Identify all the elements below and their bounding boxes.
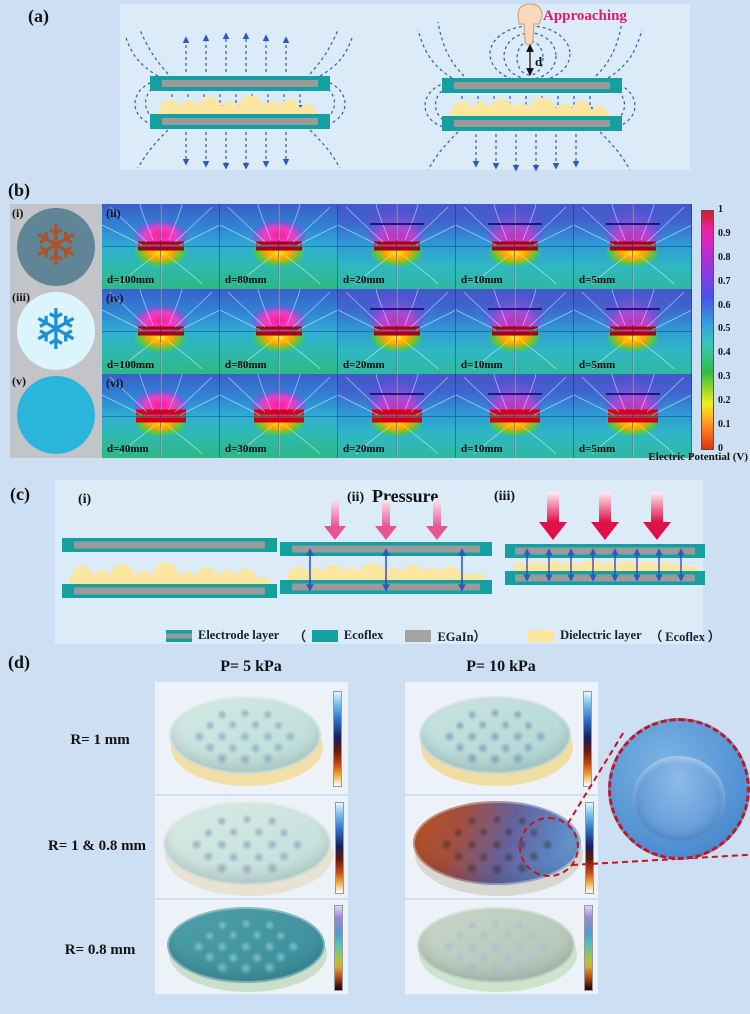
legend-electrode-label: Electrode layer xyxy=(198,628,280,642)
top-egain-bar xyxy=(515,547,695,555)
approaching-label: Approaching xyxy=(543,8,627,24)
top-egain-bar xyxy=(162,80,318,87)
legend-open-paren: （ xyxy=(293,630,306,644)
sensor-uncompressed-diagram xyxy=(62,538,277,598)
icon-tag-iii: (iii) xyxy=(12,290,30,304)
simulation-cell: (vi) d=40mm xyxy=(102,374,220,458)
simulation-row-ii: (ii) d=100mm d=80mm d=20mm d=10mm d=5mm xyxy=(102,204,692,289)
sensor-high-pressure-diagram xyxy=(505,492,705,585)
field-arrows xyxy=(306,548,466,592)
warm-snowflake-icon: ❄ xyxy=(17,208,95,286)
panel-d-label: (d) xyxy=(8,652,30,672)
simulation-cell: d=10mm xyxy=(456,204,574,289)
simulation-cell: d=5mm xyxy=(574,374,692,458)
stage-iii-tag: (iii) xyxy=(494,489,515,504)
row-label-r08: R= 0.8 mm xyxy=(64,942,136,958)
sensor-field-diagram-approaching: d xyxy=(417,3,643,172)
simulation-3d-r1-5kpa xyxy=(155,682,348,794)
mini-colorbar xyxy=(583,691,592,787)
simulation-cell: (ii) d=100mm xyxy=(102,204,220,289)
simulation-cell: d=5mm xyxy=(574,204,692,289)
pressure-arrows-high xyxy=(539,492,671,540)
simulation-3d-r1-08-5kpa xyxy=(155,796,348,898)
sensor-medium-pressure-diagram xyxy=(280,500,492,594)
finger-icon xyxy=(517,3,543,46)
row-label-r1-08: R= 1 & 0.8 mm xyxy=(47,838,147,854)
simulation-cell: d=20mm xyxy=(338,374,456,458)
simulation-cell: d=80mm xyxy=(220,289,338,374)
field-arrows xyxy=(523,548,685,582)
simulation-cell: d=30mm xyxy=(220,374,338,458)
legend-dielectric-label: Dielectric layer xyxy=(560,628,642,642)
egain-swatch xyxy=(405,629,432,642)
bottom-egain-bar xyxy=(74,587,265,595)
simulation-cell: d=10mm xyxy=(456,374,574,458)
zoom-inset-dome xyxy=(608,718,750,860)
zoom-source-circle xyxy=(519,817,579,877)
panel-b-icon-strip: (i) ❄ (iii) ❄ (v) xyxy=(10,204,102,458)
panel-c-label: (c) xyxy=(10,484,30,504)
simulation-3d-r08-5kpa xyxy=(155,900,348,994)
simulation-cell: d=10mm xyxy=(456,289,574,374)
column-header-10kpa: P= 10 kPa xyxy=(466,658,536,675)
sensor-field-diagram-idle xyxy=(125,29,353,170)
electrode-layer-swatch xyxy=(166,629,192,642)
simulation-cell: d=80mm xyxy=(220,204,338,289)
bottom-egain-bar xyxy=(454,120,610,127)
dielectric-swatch xyxy=(528,629,555,642)
legend-egain-label: EGaIn） xyxy=(437,630,487,644)
icon-tag-i: (i) xyxy=(12,206,24,220)
panel-a-label: (a) xyxy=(28,6,49,26)
stage-ii-tag: (ii) xyxy=(347,490,365,505)
dielectric-layer xyxy=(158,95,318,114)
simulation-cell: d=20mm xyxy=(338,204,456,289)
ecoflex-swatch xyxy=(311,629,338,642)
layer-legend: Electrode layer （ Ecoflex EGaIn） Dielect… xyxy=(160,626,720,645)
panel-b-label: (b) xyxy=(8,180,30,200)
simulation-3d-r1-10kpa xyxy=(405,682,598,794)
pressure-arrows-medium xyxy=(324,500,448,540)
row-label-r1: R= 1 mm xyxy=(70,732,130,748)
top-egain-bar xyxy=(74,541,265,549)
simulation-cell: (iv) d=100mm xyxy=(102,289,220,374)
dielectric-layer xyxy=(288,563,484,580)
cold-snowflake-icon: ❄ xyxy=(17,292,95,370)
legend-ecoflex-label: Ecoflex xyxy=(343,628,384,642)
distance-label: d xyxy=(535,54,543,69)
dielectric-layer xyxy=(513,560,697,571)
colorbar xyxy=(701,210,714,450)
icon-tag-v: (v) xyxy=(12,374,26,388)
colorbar-ticks: 1 0.9 0.8 0.7 0.6 0.5 0.4 0.3 0.2 0.1 0 xyxy=(718,204,731,454)
stage-i-tag: (i) xyxy=(78,492,92,507)
dielectric-layer xyxy=(70,562,269,584)
simulation-3d-r08-10kpa xyxy=(405,900,598,994)
colorbar-title: Electric Potential (V) xyxy=(648,451,748,463)
simulation-cell: d=5mm xyxy=(574,289,692,374)
mini-colorbar xyxy=(335,802,344,894)
mini-colorbar xyxy=(585,802,594,894)
column-header-5kpa: P= 5 kPa xyxy=(220,658,282,675)
mini-colorbar xyxy=(333,691,342,787)
simulation-row-iv: (iv) d=100mm d=80mm d=20mm d=10mm d=5mm xyxy=(102,289,692,374)
mini-colorbar xyxy=(334,905,343,991)
simulation-cell: d=20mm xyxy=(338,289,456,374)
mini-colorbar xyxy=(584,905,593,991)
top-egain-bar xyxy=(454,82,610,89)
plain-circle-icon xyxy=(17,376,95,454)
legend-dielectric-paren: （ Ecoflex ） xyxy=(649,630,721,644)
dielectric-layer xyxy=(450,97,610,116)
bottom-egain-bar xyxy=(515,574,695,582)
simulation-row-vi: (vi) d=40mm d=30mm d=20mm d=10mm d=5mm xyxy=(102,374,692,458)
bottom-egain-bar xyxy=(162,118,318,125)
